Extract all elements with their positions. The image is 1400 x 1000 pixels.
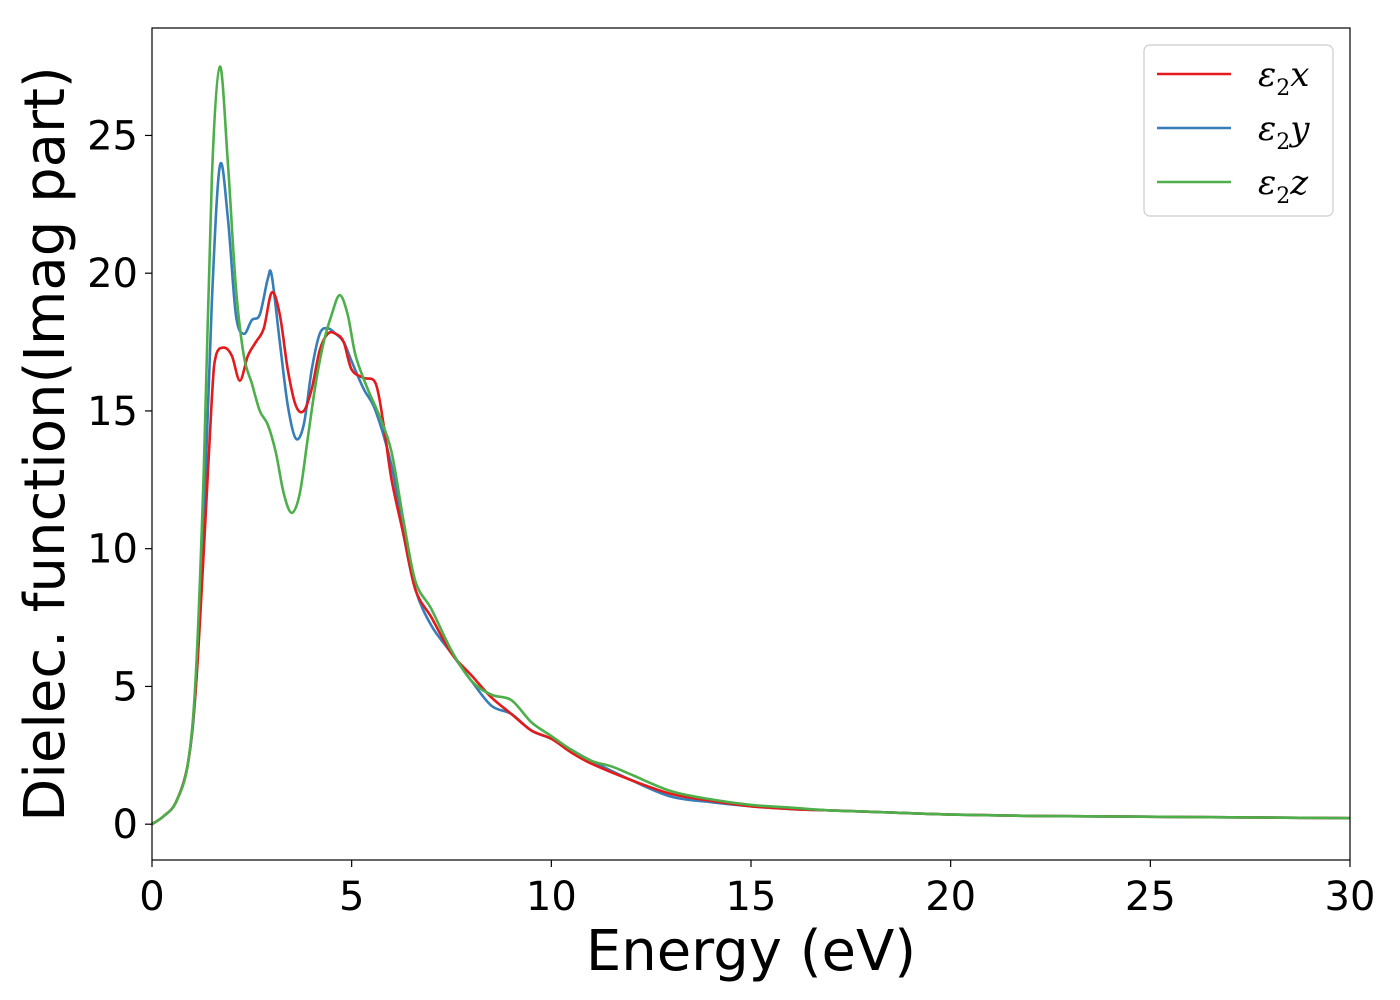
- y-tick-label: 15: [87, 389, 138, 435]
- x-axis-title: Energy (eV): [586, 919, 916, 984]
- x-tick-label: 20: [925, 874, 976, 920]
- legend-box: [1143, 44, 1334, 217]
- y-tick-label: 20: [87, 251, 138, 297]
- x-tick-label: 15: [726, 874, 777, 920]
- y-tick-label: 5: [113, 664, 138, 710]
- y-axis: 0 5 10 15 20 25: [87, 113, 152, 848]
- legend-label-x: ε2x: [1258, 55, 1309, 101]
- x-tick-label: 5: [339, 874, 364, 920]
- legend: ε2x ε2y ε2z: [1143, 44, 1334, 217]
- y-tick-label: 10: [87, 527, 138, 573]
- x-tick-label: 10: [526, 874, 577, 920]
- y-tick-label: 0: [113, 802, 138, 848]
- series-layer: [151, 65, 1351, 826]
- legend-label-y: ε2y: [1258, 109, 1310, 155]
- series-line-z: [151, 65, 1351, 826]
- series-line-x: [151, 290, 1351, 826]
- x-axis: 0 5 10 15 20 25 30: [139, 860, 1375, 920]
- y-tick-label: 25: [87, 113, 138, 159]
- legend-label-z: ε2z: [1258, 163, 1309, 209]
- y-axis-title: Dielec. function(Imag part): [13, 66, 78, 822]
- x-tick-label: 25: [1125, 874, 1176, 920]
- series-line-y: [151, 161, 1351, 826]
- x-tick-label: 30: [1325, 874, 1376, 920]
- x-tick-label: 0: [139, 874, 164, 920]
